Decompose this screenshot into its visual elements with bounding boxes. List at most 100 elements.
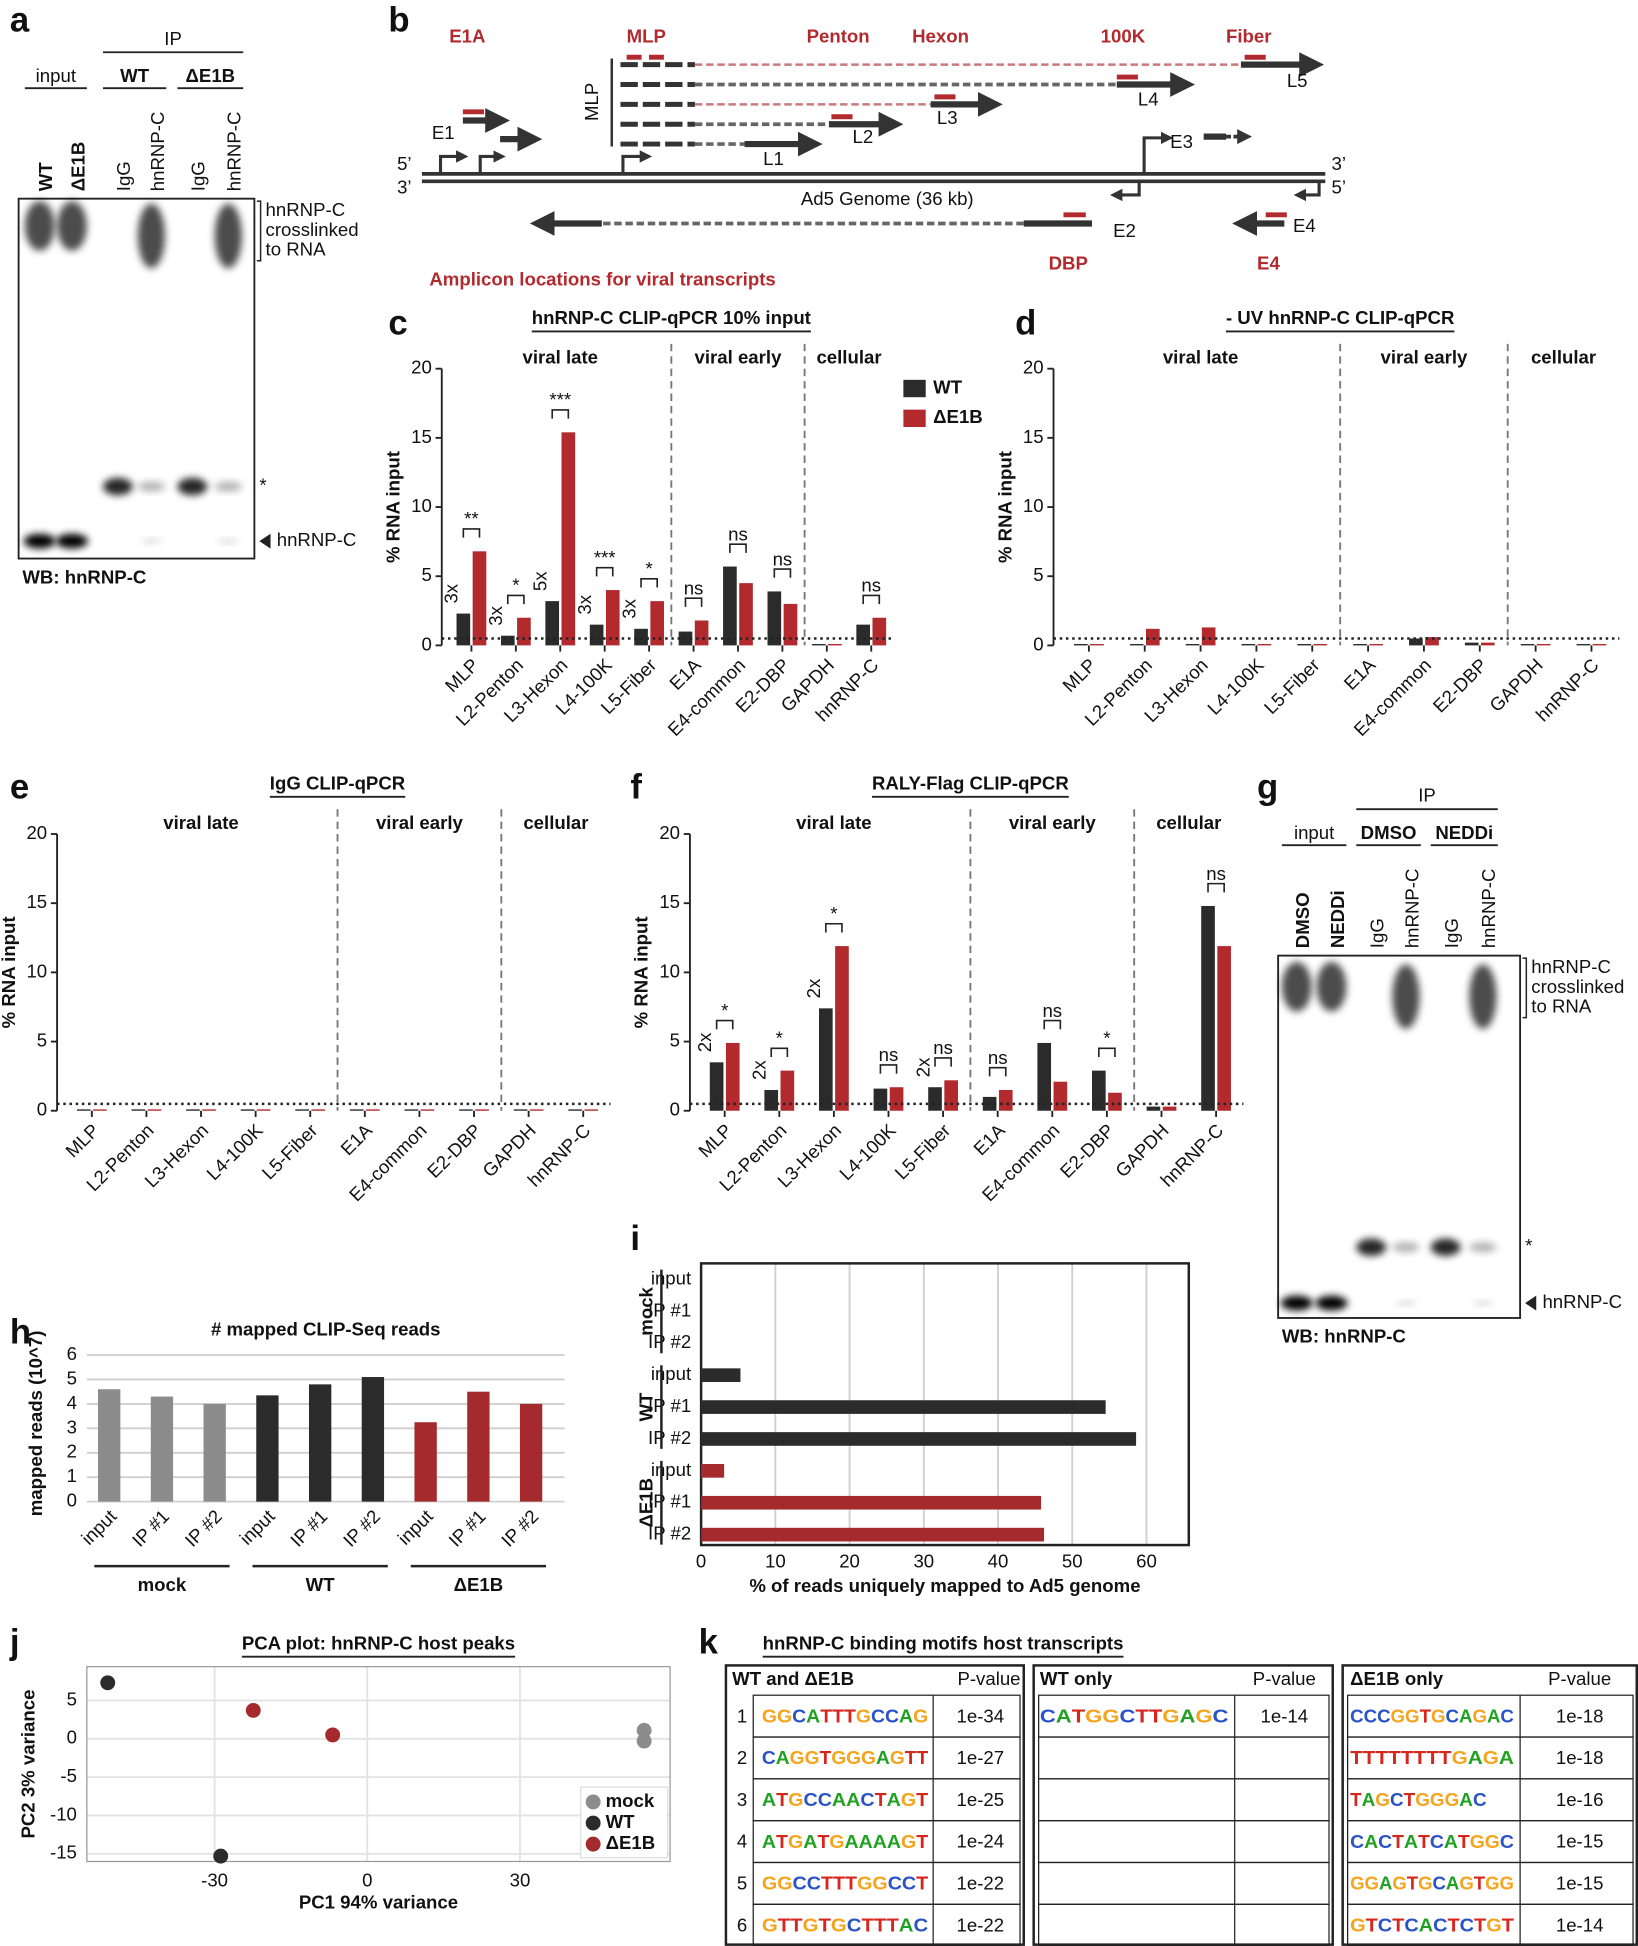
table-cell-text: 1e-14	[1261, 1705, 1309, 1726]
motif-letter: A	[1379, 1873, 1392, 1894]
band-annotation: hnRNP-C	[277, 529, 357, 550]
motif-letter: A	[1499, 1747, 1514, 1768]
motif: ATGCCAACTAGT	[762, 1789, 929, 1810]
bar	[701, 1495, 1042, 1510]
group-label: WT	[120, 65, 150, 86]
motif-letter: C	[1390, 1789, 1404, 1810]
x-tick-label: 40	[988, 1550, 1009, 1571]
x-tick-label: L5-Fiber	[258, 1120, 322, 1184]
point	[245, 1702, 261, 1718]
bar	[147, 1109, 162, 1111]
table-header: P-value	[957, 1668, 1020, 1689]
bar	[701, 1400, 1106, 1414]
panel-label: e	[10, 769, 29, 807]
strand-end: 5’	[397, 153, 411, 174]
bar	[783, 603, 798, 646]
bar	[256, 1109, 271, 1111]
motif-letter: A	[1180, 1705, 1196, 1726]
motif-letter: G	[1472, 1705, 1487, 1726]
bar	[295, 1109, 309, 1111]
mlp-label: MLP	[581, 83, 602, 121]
amplicon-label: Penton	[807, 25, 870, 46]
x-tick-label: input	[394, 1505, 438, 1549]
x-tick-label: E1A	[969, 1119, 1009, 1159]
band-annotation: crosslinked	[266, 219, 359, 240]
bar	[467, 1391, 490, 1502]
blot-band	[1356, 1238, 1387, 1256]
motif-letter: T	[1407, 1873, 1419, 1894]
motif-letter: G	[1162, 1705, 1179, 1726]
x-tick-label: 50	[1062, 1550, 1083, 1571]
bar	[420, 1109, 435, 1111]
x-tick-label: L5-Fiber	[1260, 654, 1324, 718]
motif-letter: G	[762, 1873, 777, 1894]
motif-letter: A	[806, 1705, 820, 1726]
bar	[1162, 1106, 1177, 1111]
group-label: cellular	[816, 347, 881, 368]
bar	[889, 1087, 904, 1111]
ip-label: IP	[1418, 785, 1436, 806]
motif-letter: C	[1119, 1705, 1135, 1726]
lane-label: IgG	[188, 161, 209, 191]
transcript-label: L2	[853, 126, 874, 147]
panel-label: g	[1257, 769, 1278, 807]
chart-title: IgG CLIP-qPCR	[270, 772, 406, 793]
significance-label: *	[1103, 1028, 1110, 1049]
bar	[1353, 644, 1367, 646]
significance-bracket	[595, 566, 614, 577]
group-label: ΔE1B	[636, 1478, 657, 1528]
motif-letter: G	[1486, 1914, 1501, 1935]
band-annotation: crosslinked	[1531, 976, 1624, 997]
group-label: viral early	[1380, 347, 1468, 368]
y-tick-label: -10	[50, 1803, 77, 1824]
motif-letter: G	[788, 1789, 803, 1810]
bar	[1090, 644, 1104, 646]
bar	[767, 591, 782, 646]
blot-band	[1392, 1242, 1420, 1253]
x-tick-label: L4-100K	[835, 1119, 900, 1184]
x-tick-label: IP #2	[339, 1505, 384, 1550]
bar	[366, 1109, 380, 1111]
y-tick-label: 20	[1023, 357, 1044, 378]
x-tick-label: -30	[201, 1869, 228, 1890]
motif-letter: C	[803, 1789, 817, 1810]
y-tick-label: IP #1	[648, 1491, 691, 1512]
significance-label: **	[464, 508, 478, 529]
motif-letter: G	[913, 1705, 928, 1726]
group-label: viral early	[376, 812, 464, 833]
blot-band	[55, 533, 89, 549]
motif-letter: T	[1426, 1747, 1439, 1768]
table-cell-text: 1e-18	[1556, 1705, 1604, 1726]
table-box	[724, 1664, 1025, 1946]
significance-label: *	[830, 903, 837, 924]
motif-letter: G	[1485, 1831, 1500, 1852]
fold-label: 3x	[441, 583, 462, 603]
significance-bracket	[825, 922, 843, 933]
bar	[1520, 644, 1535, 646]
legend-label: ΔE1B	[606, 1832, 656, 1853]
table-cell-text: 1e-18	[1556, 1747, 1604, 1768]
bar	[694, 620, 709, 646]
significance-label: ns	[861, 575, 881, 596]
table-cell-text: 1e-16	[1556, 1789, 1604, 1810]
table-cell-text: 1	[737, 1705, 747, 1726]
table-cell-text: 5	[737, 1873, 747, 1894]
y-tick-label: 4	[67, 1392, 77, 1413]
table-cell-text: 1e-22	[957, 1914, 1005, 1935]
motif-letter: G	[901, 1789, 916, 1810]
motif-letter: C	[1460, 1914, 1474, 1935]
blot-band	[218, 538, 239, 544]
motif-letter: C	[1040, 1705, 1056, 1726]
motif-letter: C	[818, 1789, 832, 1810]
group-label: ΔE1B	[186, 65, 236, 86]
panel-label: c	[388, 304, 407, 342]
chart-title: - UV hnRNP-C CLIP-qPCR	[1226, 307, 1455, 328]
motif-letter: T	[844, 1705, 857, 1726]
bar	[835, 946, 849, 1111]
motif-letter: T	[905, 1747, 917, 1768]
significance-bracket	[684, 597, 703, 607]
y-axis-label: PC2 3% variance	[18, 1690, 39, 1839]
y-axis-label: % RNA input	[383, 451, 404, 563]
significance-label: ns	[933, 1037, 953, 1058]
